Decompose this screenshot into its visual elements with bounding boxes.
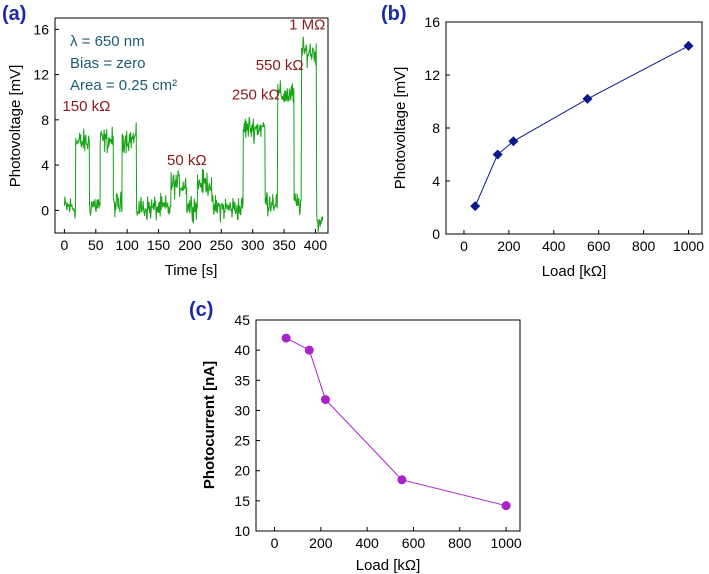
panel-b-y-axis-label: Photovoltage [mV] xyxy=(392,67,409,190)
panel-a-x-tick-label: 250 xyxy=(210,237,234,253)
panel-a-x-tick-label: 350 xyxy=(272,237,296,253)
panel-c-x-tick-label: 1000 xyxy=(491,535,522,551)
panel-a-x-tick-label: 200 xyxy=(178,237,202,253)
panel-c-y-tick-label: 25 xyxy=(234,433,250,449)
panel-c-label: (c) xyxy=(189,299,213,321)
panel-a-y-tick-label: 16 xyxy=(33,21,49,37)
panel-b-label: (b) xyxy=(381,3,407,25)
panel-b-y-tick-label: 8 xyxy=(432,120,440,136)
panel-a-y-ticks: 0 4 8 12 16 xyxy=(33,21,59,218)
panel-a-x-axis-label: Time [s] xyxy=(165,262,218,279)
panel-b-x-ticks: 0 200 400 600 800 1000 xyxy=(460,230,704,254)
panel-a-photovoltage-trace xyxy=(63,36,324,233)
panel-a-wavelength-label: λ = 650 nm xyxy=(70,33,145,50)
panel-b-y-tick-label: 16 xyxy=(424,14,440,30)
panel-a-y-tick-label: 12 xyxy=(33,67,49,83)
panel-b-x-tick-label: 600 xyxy=(587,238,611,254)
panel-a-label: (a) xyxy=(2,3,26,25)
panel-a-x-ticks: 0 50 100 150 200 250 300 350 400 xyxy=(61,229,328,253)
panel-a-x-tick-label: 0 xyxy=(61,237,69,253)
panel-c-y-tick-label: 35 xyxy=(234,372,250,388)
panel-b-x-tick-label: 1000 xyxy=(673,238,704,254)
panel-c-x-tick-label: 600 xyxy=(402,535,426,551)
panel-a-x-tick-label: 50 xyxy=(88,237,104,253)
panel-c-x-axis-label: Load [kΩ] xyxy=(356,557,421,574)
panel-c-data-point xyxy=(304,345,314,355)
panel-c-plot-frame xyxy=(255,319,521,532)
panel-b-data-point xyxy=(492,149,503,160)
panel-a-annotation: 550 kΩ xyxy=(256,57,304,74)
panel-c-x-tick-label: 0 xyxy=(271,535,279,551)
panel-a-x-tick-label: 100 xyxy=(115,237,139,253)
panel-b-data-point xyxy=(582,93,593,104)
panel-c-data-point xyxy=(281,333,291,343)
panel-c-y-tick-label: 15 xyxy=(234,493,250,509)
panel-b-data-point xyxy=(683,40,694,51)
panel-a-y-tick-label: 4 xyxy=(41,157,49,173)
panel-b-x-tick-label: 200 xyxy=(497,238,521,254)
panel-c-series-line xyxy=(285,337,507,507)
panel-c-x-tick-label: 200 xyxy=(309,535,333,551)
panel-b-y-ticks: 0 4 8 12 16 xyxy=(424,14,450,242)
panel-c-y-tick-label: 40 xyxy=(234,342,250,358)
panel-b-y-tick-label: 0 xyxy=(432,226,440,242)
panel-b-plot-frame xyxy=(445,21,703,235)
panel-a-x-tick-label: 300 xyxy=(241,237,265,253)
panel-c-y-tick-label: 30 xyxy=(234,402,250,418)
panel-b-data-point xyxy=(508,136,519,147)
panel-a-plot-frame xyxy=(54,17,329,234)
panel-a-y-axis-label: Photovoltage [mV] xyxy=(7,65,24,188)
panel-a-y-tick-label: 0 xyxy=(41,202,49,218)
panel-a-annotation: 50 kΩ xyxy=(167,152,207,169)
panel-b-x-tick-label: 0 xyxy=(460,238,468,254)
panel-c-y-axis-label: Photocurrent [nA] xyxy=(201,361,218,489)
panel-b-y-tick-label: 4 xyxy=(432,173,440,189)
panel-c-markers xyxy=(281,333,511,511)
panel-a-y-tick-label: 8 xyxy=(41,112,49,128)
panel-b-y-tick-label: 12 xyxy=(424,67,440,83)
panel-c-x-ticks: 0 200 400 600 800 1000 xyxy=(271,527,522,551)
panel-a-x-tick-label: 400 xyxy=(304,237,328,253)
panel-b-x-tick-label: 400 xyxy=(542,238,566,254)
panel-a-bias-label: Bias = zero xyxy=(70,55,145,72)
panel-c-chart: (c) 0 200 400 600 800 1000 10 15 20 25 30 35 40 45 L… xyxy=(189,299,522,574)
panel-a-annotation: 150 kΩ xyxy=(62,98,110,115)
panel-c-data-point xyxy=(501,501,511,511)
panel-a-load-annotations: 150 kΩ 50 kΩ 250 kΩ 550 kΩ 1 MΩ xyxy=(62,16,325,169)
panel-b-series-line xyxy=(474,45,689,207)
panel-a-area-label: Area = 0.25 cm² xyxy=(70,77,177,94)
panel-c-x-tick-label: 400 xyxy=(355,535,379,551)
panel-c-y-tick-label: 10 xyxy=(234,523,250,539)
panel-c-y-tick-label: 45 xyxy=(234,312,250,328)
panel-a-x-tick-label: 150 xyxy=(147,237,171,253)
panel-a-annotation: 1 MΩ xyxy=(289,16,325,33)
panel-c-y-tick-label: 20 xyxy=(234,463,250,479)
panel-a-annotation: 250 kΩ xyxy=(232,86,280,103)
panel-a-chart: (a) 0 50 100 150 200 250 300 350 400 0 4 8 12 16 150… xyxy=(2,3,329,279)
panel-b-x-tick-label: 800 xyxy=(632,238,656,254)
panel-c-y-ticks: 10 15 20 25 30 35 40 45 xyxy=(234,312,260,539)
panel-c-x-tick-label: 800 xyxy=(448,535,472,551)
panel-b-markers xyxy=(470,40,694,212)
panel-c-data-point xyxy=(320,395,330,405)
panel-c-data-point xyxy=(397,475,407,485)
panel-b-x-axis-label: Load [kΩ] xyxy=(542,263,607,280)
panel-b-data-point xyxy=(470,201,481,212)
